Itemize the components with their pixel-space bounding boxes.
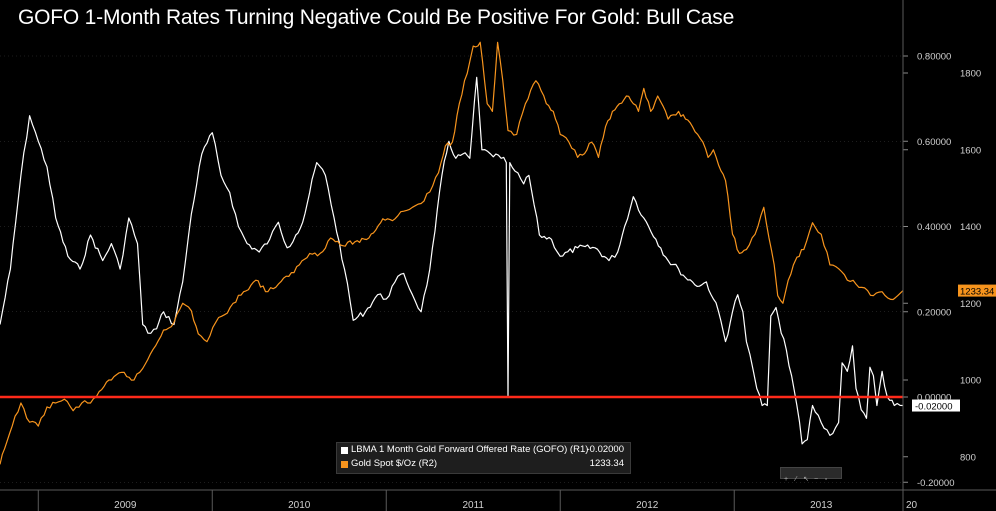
legend-value-gofo: -0.02000 — [586, 444, 624, 455]
legend-swatch-gofo — [341, 446, 348, 454]
legend-swatch-gold — [341, 460, 348, 468]
legend-label-gold: Gold Spot $/Oz (R2) — [351, 458, 438, 469]
gofo-last-value-label: -0.02000 — [915, 402, 953, 413]
zoom-out-icon[interactable]: − — [813, 476, 819, 483]
x-tick-label: 2013 — [810, 500, 833, 511]
zoom-controls[interactable]: + ⁄ ↖ − ▫ — [780, 467, 842, 483]
x-tick-label: 2011 — [462, 500, 484, 511]
r1-tick-label: 0.40000 — [917, 222, 951, 233]
x-tick-label: 2010 — [288, 500, 311, 511]
r2-tick-label: 1000 — [960, 376, 981, 387]
zoom-fit-icon[interactable]: ▫ — [824, 476, 828, 483]
chart-legend: LBMA 1 Month Gold Forward Offered Rate (… — [336, 442, 631, 474]
legend-label-gofo: LBMA 1 Month Gold Forward Offered Rate (… — [351, 444, 589, 455]
zoom-in-icon[interactable]: + — [783, 476, 789, 483]
r2-tick-label: 1600 — [960, 145, 981, 156]
x-tick-label: 2012 — [636, 500, 659, 511]
chart-title: GOFO 1-Month Rates Turning Negative Coul… — [18, 6, 735, 29]
legend-item-gold: Gold Spot $/Oz (R2) 1233.34 — [337, 457, 630, 471]
r1-tick-label: -0.20000 — [917, 478, 955, 489]
r2-tick-label: 1200 — [960, 299, 981, 310]
r2-tick-label: 1800 — [960, 69, 981, 80]
gold-last-value-box — [958, 284, 996, 297]
r1-tick-label: 0.80000 — [917, 52, 951, 63]
r1-tick-label: 0.00000 — [917, 393, 951, 404]
r2-tick-label: 800 — [960, 452, 976, 463]
series-line-gold — [0, 41, 904, 465]
r1-tick-label: 0.20000 — [917, 307, 951, 318]
zoom-reset-icon[interactable]: ↖ — [803, 476, 809, 483]
gofo-last-value-box — [912, 399, 960, 412]
series-line-gofo — [0, 76, 904, 445]
x-tick-label: 20 — [906, 500, 918, 511]
gold-last-value-label: 1233.34 — [960, 287, 994, 298]
r2-tick-label: 1400 — [960, 222, 981, 233]
r1-tick-label: 0.60000 — [917, 137, 951, 148]
x-tick-label: 2009 — [114, 500, 137, 511]
legend-value-gold: 1233.34 — [589, 458, 624, 469]
zoom-pan-icon[interactable]: ⁄ — [795, 476, 797, 483]
legend-item-gofo: LBMA 1 Month Gold Forward Offered Rate (… — [337, 443, 630, 457]
